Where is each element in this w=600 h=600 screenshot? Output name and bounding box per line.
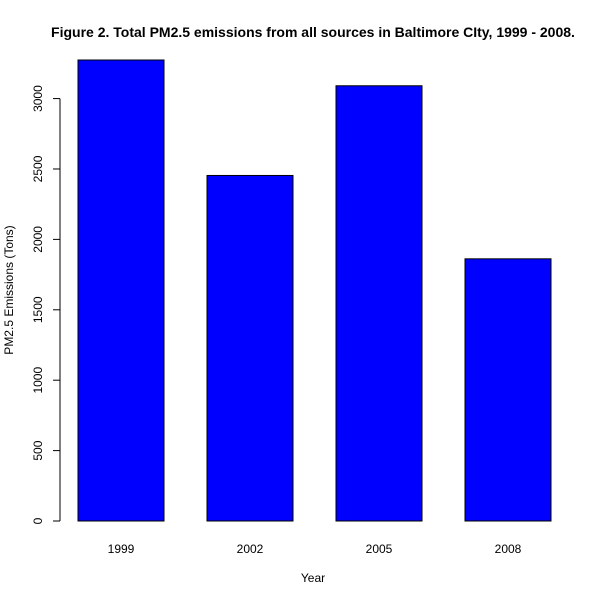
y-tick-label: 2500: [31, 155, 45, 182]
y-tick-label: 1500: [31, 296, 45, 323]
bar-2008: [464, 258, 552, 522]
x-tick-label: 2008: [495, 542, 522, 556]
x-tick-label: 1999: [108, 542, 135, 556]
bar-2002: [206, 174, 294, 522]
y-tick-label: 500: [31, 440, 45, 460]
bar-2005: [335, 85, 423, 522]
y-tick-label: 3000: [31, 85, 45, 112]
y-tick-label: 1000: [31, 367, 45, 394]
x-axis-label: Year: [301, 571, 325, 585]
bar-1999: [77, 59, 165, 522]
chart-title: Figure 2. Total PM2.5 emissions from all…: [51, 24, 575, 40]
x-tick-labels: 1999 2002 2005 2008: [108, 542, 522, 556]
bars: [77, 59, 552, 522]
y-tick-label: 2000: [31, 226, 45, 253]
y-axis-label: PM2.5 Emissions (Tons): [2, 225, 16, 354]
x-tick-label: 2005: [366, 542, 393, 556]
x-tick-label: 2002: [237, 542, 264, 556]
y-axis: 0 500 1000 1500 2000 2500 3000: [31, 85, 61, 524]
y-tick-label: 0: [31, 517, 45, 524]
